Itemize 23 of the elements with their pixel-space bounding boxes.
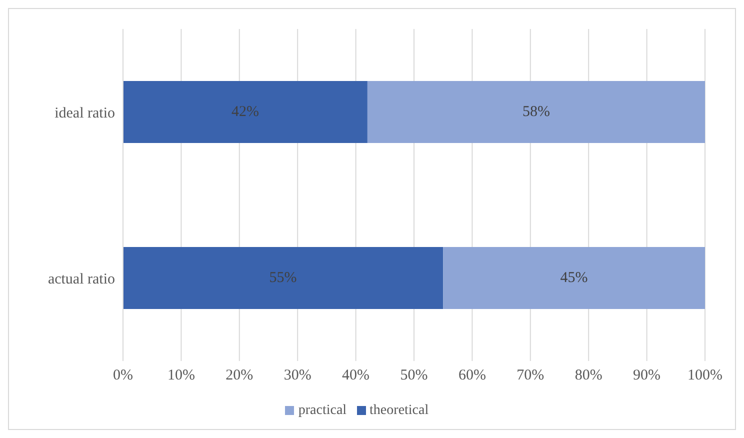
x-tick-label: 30%: [284, 368, 312, 384]
x-tick-label: 40%: [342, 368, 370, 384]
bar: [443, 247, 705, 309]
x-tick-label: 70%: [516, 368, 544, 384]
y-tick-label: ideal ratio: [54, 105, 115, 122]
legend-label: practical: [298, 403, 347, 418]
x-tick-label: 80%: [574, 368, 602, 384]
bar: [123, 247, 444, 309]
data-label: 58%: [522, 104, 550, 120]
bar: [367, 81, 705, 143]
x-tick-label: 10%: [167, 368, 195, 384]
x-tick-label: 20%: [226, 368, 254, 384]
data-label: 42%: [231, 104, 259, 120]
x-tick-label: 90%: [633, 368, 661, 384]
x-tick-label: 50%: [400, 368, 428, 384]
y-tick-label: actual ratio: [48, 271, 115, 288]
x-tick-label: 60%: [458, 368, 486, 384]
data-label: 45%: [560, 270, 588, 286]
legend-label: theoretical: [370, 403, 429, 418]
bar: [123, 81, 368, 143]
data-label: 55%: [269, 270, 297, 286]
x-tick-label: 100%: [688, 368, 722, 384]
x-tick-label: 0%: [113, 368, 133, 384]
